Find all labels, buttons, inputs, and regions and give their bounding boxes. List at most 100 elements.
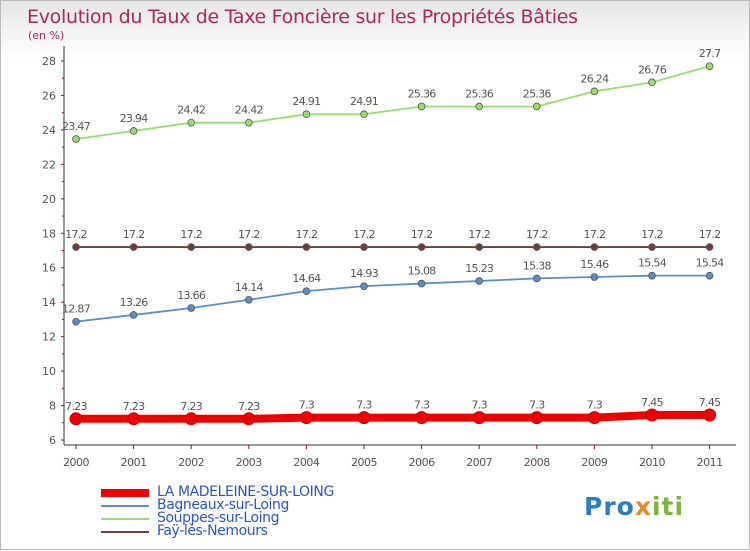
data-point xyxy=(417,102,426,111)
legend-label: Faÿ-lès-Nemours xyxy=(157,523,268,539)
data-label: 17.2 xyxy=(180,228,202,241)
x-tick-label: 2006 xyxy=(409,456,435,469)
data-point xyxy=(475,243,484,251)
y-tick-label: 22 xyxy=(42,158,56,171)
x-tick-label: 2003 xyxy=(236,456,262,469)
data-label: 15.54 xyxy=(638,257,667,270)
series-line xyxy=(72,411,714,423)
data-label: 17.2 xyxy=(123,228,145,241)
data-label: 17.2 xyxy=(641,228,663,241)
data-label: 13.66 xyxy=(177,289,206,302)
data-label: 7.3 xyxy=(356,399,372,412)
data-label: 14.64 xyxy=(292,272,321,285)
x-tick-label: 2001 xyxy=(121,456,147,469)
data-point xyxy=(532,274,541,283)
x-tick-label: 2002 xyxy=(178,456,204,469)
data-label: 7.3 xyxy=(587,399,603,412)
data-label: 15.54 xyxy=(696,257,725,270)
data-label: 14.14 xyxy=(235,281,264,294)
data-point xyxy=(127,412,141,426)
data-label: 12.87 xyxy=(62,303,91,316)
data-label: 25.36 xyxy=(408,87,437,100)
data-label: 7.3 xyxy=(414,399,430,412)
data-label: 17.2 xyxy=(238,228,260,241)
data-point xyxy=(187,243,196,251)
data-point xyxy=(184,412,198,426)
y-tick-label: 20 xyxy=(42,193,56,206)
y-tick-label: 6 xyxy=(49,434,56,447)
x-tick-label: 2007 xyxy=(466,456,492,469)
data-label: 23.94 xyxy=(120,112,149,125)
data-label: 17.2 xyxy=(411,228,433,241)
data-point xyxy=(648,271,656,280)
x-tick-label: 2008 xyxy=(524,456,550,469)
data-label: 7.23 xyxy=(123,400,145,413)
data-point xyxy=(129,127,138,135)
data-point xyxy=(475,102,484,111)
data-point xyxy=(72,317,80,326)
data-label: 24.91 xyxy=(292,95,320,108)
data-point xyxy=(587,411,601,425)
data-label: 17.2 xyxy=(353,228,375,241)
data-label: 13.26 xyxy=(120,296,149,309)
data-point xyxy=(648,78,656,87)
x-tick-label: 2004 xyxy=(293,456,319,469)
data-point xyxy=(129,311,138,319)
data-point xyxy=(590,87,599,96)
x-tick-label: 2011 xyxy=(697,456,723,469)
data-point xyxy=(648,243,656,251)
data-point xyxy=(129,243,138,251)
data-point xyxy=(72,243,80,251)
data-label: 14.93 xyxy=(350,267,379,280)
data-point xyxy=(69,412,83,426)
data-label: 27.7 xyxy=(699,47,721,60)
data-label: 7.3 xyxy=(299,399,315,412)
legend-item: Souppes-sur-Loing xyxy=(101,511,334,525)
data-point xyxy=(302,243,311,251)
data-label: 15.08 xyxy=(408,265,437,278)
legend-label: Bagneaux-sur-Loing xyxy=(157,497,289,513)
y-tick-label: 26 xyxy=(42,89,56,102)
data-label: 24.42 xyxy=(235,104,263,117)
data-point xyxy=(417,243,426,251)
data-point xyxy=(299,411,313,425)
y-tick-label: 10 xyxy=(42,365,56,378)
data-point xyxy=(245,295,253,304)
data-point xyxy=(187,304,196,312)
y-tick-label: 16 xyxy=(42,262,56,275)
data-label: 7.3 xyxy=(471,399,487,412)
x-tick-label: 2000 xyxy=(63,456,89,469)
data-point xyxy=(302,287,311,295)
x-tick-label: 2010 xyxy=(639,456,665,469)
data-label: 15.46 xyxy=(580,258,609,271)
data-point xyxy=(645,408,659,422)
data-point xyxy=(415,411,429,425)
data-point xyxy=(703,408,717,422)
data-point xyxy=(72,135,80,143)
y-tick-label: 24 xyxy=(42,124,56,137)
data-point xyxy=(705,62,714,70)
data-label: 7.45 xyxy=(641,396,663,409)
data-label: 17.2 xyxy=(584,228,606,241)
data-label: 7.3 xyxy=(529,399,545,412)
data-point xyxy=(245,118,253,127)
data-label: 25.36 xyxy=(465,87,494,100)
legend-swatch xyxy=(101,517,149,520)
data-label: 7.23 xyxy=(238,400,260,413)
data-label: 7.23 xyxy=(65,400,87,413)
data-point xyxy=(360,243,368,251)
y-tick-label: 14 xyxy=(42,296,56,309)
series-line xyxy=(75,274,711,323)
legend-item: Bagneaux-sur-Loing xyxy=(101,497,334,513)
series-line xyxy=(75,65,711,140)
y-tick-label: 8 xyxy=(49,400,56,413)
data-label: 24.91 xyxy=(350,95,378,108)
data-label: 26.76 xyxy=(638,63,667,76)
data-label: 17.2 xyxy=(526,228,548,241)
x-tick-label: 2005 xyxy=(351,456,377,469)
data-point xyxy=(242,412,256,426)
data-point xyxy=(187,118,196,127)
data-label: 26.24 xyxy=(580,72,609,85)
data-point xyxy=(590,273,599,281)
